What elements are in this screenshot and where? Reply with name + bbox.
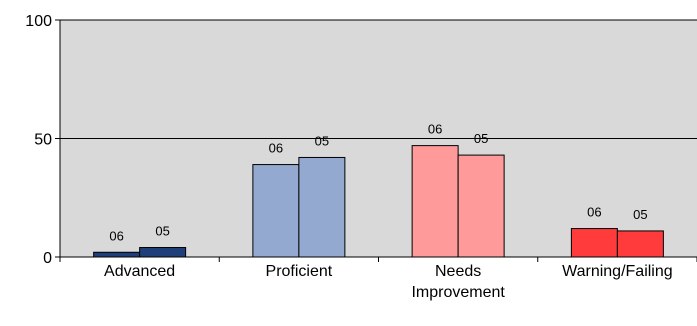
bar-data-label: 06 bbox=[428, 122, 442, 137]
bar-data-label: 05 bbox=[315, 133, 329, 148]
bar bbox=[411, 145, 459, 258]
y-tick-label: 100 bbox=[25, 13, 52, 30]
bar bbox=[252, 164, 300, 258]
bar-data-label: 05 bbox=[633, 207, 647, 222]
bar bbox=[93, 251, 141, 258]
bar bbox=[570, 228, 618, 258]
bar bbox=[298, 156, 346, 258]
x-category-label: Needs bbox=[435, 263, 481, 280]
y-axis: 0 50 100 bbox=[25, 13, 60, 267]
bar-data-label: 06 bbox=[109, 228, 123, 243]
bar bbox=[457, 154, 505, 258]
x-category-label: Advanced bbox=[104, 263, 175, 280]
y-tick-label: 50 bbox=[34, 132, 52, 149]
x-category-label: Improvement bbox=[411, 284, 505, 301]
bar-data-label: 06 bbox=[269, 141, 283, 156]
bar-data-label: 05 bbox=[474, 131, 488, 146]
x-category-label: Warning/Failing bbox=[562, 263, 673, 280]
x-axis-labels: Advanced Proficient Needs Improvement Warnin… bbox=[59, 257, 697, 301]
bar bbox=[616, 230, 664, 258]
bar bbox=[139, 247, 187, 258]
bar-data-label: 06 bbox=[587, 205, 601, 220]
bar-data-label: 05 bbox=[155, 224, 169, 239]
bars-group: 06 05 06 05 06 05 06 05 bbox=[93, 122, 664, 258]
x-category-label: Proficient bbox=[266, 263, 333, 280]
y-tick-label: 0 bbox=[43, 250, 52, 267]
